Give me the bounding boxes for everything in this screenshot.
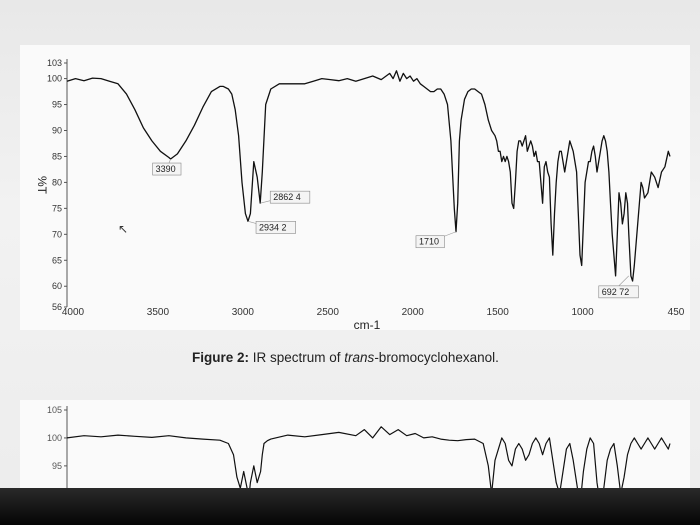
x-tick-label: 1000 [571, 307, 594, 318]
y-tick-label: 60 [52, 281, 62, 291]
y-tick-label: 95 [52, 100, 62, 110]
mouse-cursor-icon: ↖ [118, 222, 128, 236]
x-tick-label: 2000 [402, 307, 425, 318]
y-axis-label: %T [35, 176, 49, 195]
ir-spectrum-chart-1: 103 100 95 90 85 80 75 70 65 60 56 4000 3500 3000 2500… [20, 45, 690, 332]
caption-figure-number: Figure 2: [192, 350, 250, 365]
y-tick-label: 100 [47, 74, 62, 84]
monitor-bezel [0, 488, 700, 525]
y-tick-label: 95 [52, 461, 62, 471]
y-tick-label: 70 [52, 229, 62, 239]
y-tick-label: 90 [52, 125, 62, 135]
peak-label: 692 72 [602, 287, 630, 297]
peak-label: 1710 [419, 237, 439, 247]
peak-label-box [255, 221, 296, 234]
peak-label: 2862 4 [273, 192, 301, 202]
ir-spectrum-chart-2: 1051009590 [20, 400, 690, 506]
peak-label: 3390 [156, 164, 176, 174]
caption-text-post: -bromocyclohexanol. [374, 350, 499, 365]
peak-label-box [152, 162, 182, 176]
x-tick-label: 2500 [317, 307, 340, 318]
x-tick-label: 3000 [232, 307, 255, 318]
x-axis-label: cm-1 [354, 318, 381, 330]
figure-caption: Figure 2: IR spectrum of trans-bromocycl… [192, 350, 499, 365]
y-tick-label: 56 [52, 302, 62, 312]
ir-spectrum-svg-2: 1051009590 [47, 405, 671, 506]
spectrum-line [66, 426, 671, 506]
y-tick-label: 105 [47, 405, 62, 415]
y-tick-label: 100 [47, 433, 62, 443]
peak-label-box [269, 190, 311, 204]
y-tick-label: 65 [52, 255, 62, 265]
y-tick-label: 85 [52, 151, 62, 161]
peak-label-box [598, 285, 639, 299]
x-tick-label: 3500 [147, 307, 170, 318]
ir-spectrum-svg-1: 103 100 95 90 85 80 75 70 65 60 56 4000 3500 3000 2500… [35, 58, 685, 332]
y-tick-label: 80 [52, 177, 62, 187]
x-tick-label: 4000 [62, 307, 85, 318]
y-tick-label: 75 [52, 203, 62, 213]
peak-label-box [415, 235, 445, 249]
peak-label: 2934 2 [259, 222, 287, 232]
spectrum-line [66, 70, 671, 282]
x-tick-label: 1500 [487, 307, 510, 318]
y-tick-label: 103 [47, 58, 62, 68]
caption-italic: trans [344, 350, 375, 365]
x-tick-label: 450 [668, 307, 685, 318]
caption-text-pre: IR spectrum of [249, 350, 345, 365]
